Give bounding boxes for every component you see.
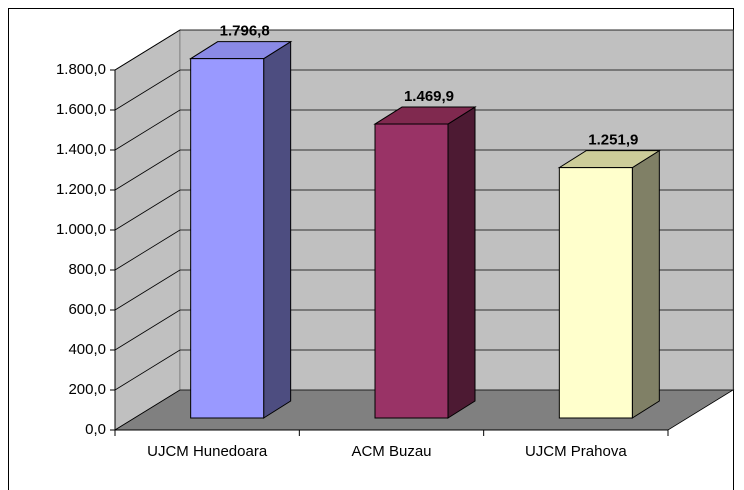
grid-line xyxy=(114,309,181,351)
value-label: 1.796,8 xyxy=(220,23,270,40)
value-label: 1.251,9 xyxy=(588,132,638,149)
x-tick-label: UJCM Prahova xyxy=(525,443,627,460)
y-tick-label: 1.000,0 xyxy=(56,221,106,238)
grid-line xyxy=(114,229,181,271)
x-tick-label: UJCM Hunedoara xyxy=(147,443,268,460)
x-tick-label: ACM Buzau xyxy=(351,443,431,460)
bar-side xyxy=(263,40,292,419)
grid-line xyxy=(114,189,181,231)
y-tick-label: 1.200,0 xyxy=(56,181,106,198)
grid-line xyxy=(114,109,181,151)
y-tick-label: 800,0 xyxy=(68,261,106,278)
bar-side xyxy=(447,106,476,419)
y-tick-label: 1.800,0 xyxy=(56,61,106,78)
grid-line xyxy=(114,29,181,71)
y-tick-label: 0,0 xyxy=(85,421,106,438)
y-tick-label: 1.400,0 xyxy=(56,141,106,158)
grid-line xyxy=(114,69,181,111)
y-tick-label: 1.600,0 xyxy=(56,101,106,118)
bar xyxy=(190,58,265,419)
bars xyxy=(188,40,662,419)
y-tick-label: 400,0 xyxy=(68,341,106,358)
grid-line xyxy=(114,349,181,391)
bar xyxy=(374,123,449,419)
bar-side xyxy=(631,149,660,419)
value-label: 1.469,9 xyxy=(404,88,454,105)
y-tick-label: 600,0 xyxy=(68,301,106,318)
grid-line xyxy=(114,149,181,191)
bar xyxy=(558,167,633,419)
grid-line xyxy=(114,269,181,311)
y-tick-label: 200,0 xyxy=(68,381,106,398)
